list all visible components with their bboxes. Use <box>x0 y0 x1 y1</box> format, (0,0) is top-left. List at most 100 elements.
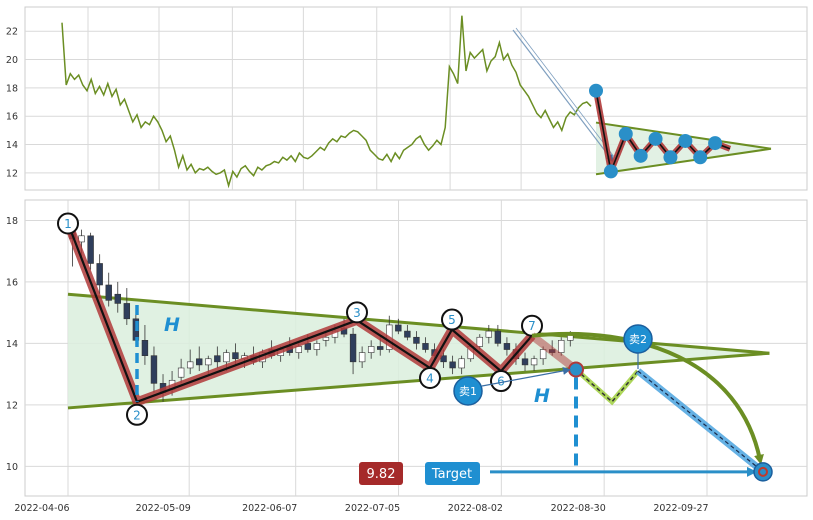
overview-pattern-point <box>633 148 648 163</box>
height-label-left: H <box>164 314 180 336</box>
sell2-circle <box>623 324 653 354</box>
sell1-circle <box>453 376 483 406</box>
candle-body <box>404 330 411 338</box>
detail-y-tick: 14 <box>6 339 18 350</box>
overview-pattern-point <box>648 131 663 146</box>
candle-body <box>476 336 483 347</box>
detail-y-tick: 10 <box>6 462 18 473</box>
candle-body <box>223 352 230 363</box>
detail-y-tick: 12 <box>6 400 18 411</box>
overview-y-tick: 14 <box>6 140 18 151</box>
target-label-text: Target <box>431 467 472 482</box>
detail-x-tick: 2022-05-09 <box>136 503 191 514</box>
overview-price-line <box>61 15 592 189</box>
candle-body <box>377 346 384 350</box>
projection-fade <box>529 332 579 373</box>
candle-body <box>349 333 357 363</box>
candle-body <box>539 349 547 360</box>
overview-y-tick: 20 <box>6 55 18 66</box>
target-point-ring <box>758 466 768 477</box>
overview-pattern-point <box>678 133 693 148</box>
detail-x-tick: 2022-07-05 <box>345 503 400 514</box>
pattern-point-circle <box>346 301 368 324</box>
target-label-badge: Target <box>425 462 480 485</box>
candle-body <box>322 336 330 341</box>
candle-body <box>141 340 149 356</box>
triangle-upper-line <box>67 292 770 355</box>
candle-body <box>186 361 194 369</box>
candle-body <box>196 358 203 366</box>
sell2-label: 卖2 <box>629 333 647 346</box>
candle-body <box>458 358 465 369</box>
overview-y-tick: 16 <box>6 112 18 123</box>
overview-grid <box>25 7 807 190</box>
candle-body <box>87 235 94 264</box>
pattern-point-circle <box>57 212 79 235</box>
candle-body <box>530 358 538 366</box>
overview-pattern-point <box>693 150 708 165</box>
candle-body <box>413 336 420 344</box>
overview-pattern-point <box>603 164 618 179</box>
height-label-right: H <box>534 385 550 407</box>
overview-y-tick: 12 <box>6 168 18 179</box>
candle-body <box>177 367 185 378</box>
overview-zoom-arrow <box>512 29 614 163</box>
pattern-point-circle <box>419 366 441 389</box>
candle-body <box>313 343 321 350</box>
triangle-pattern <box>67 292 770 410</box>
candle-body <box>358 352 366 363</box>
sell1-point <box>568 361 584 378</box>
sell1-arrow <box>481 366 571 387</box>
candle-body <box>232 352 239 360</box>
detail-x-tick: 2022-06-07 <box>242 503 297 514</box>
target-price-badge: 9.82 <box>359 462 403 485</box>
detail-x-tick: 2022-08-02 <box>448 503 503 514</box>
detail-y-tick: 16 <box>6 277 18 288</box>
pattern-point-label: 4 <box>426 371 434 385</box>
overview-pattern-point <box>663 150 678 165</box>
sell2-marker: 卖2 <box>623 324 653 354</box>
target-point <box>753 462 773 482</box>
overview-panel: 12 14 16 18 20 22 <box>6 6 808 191</box>
overview-pattern-line <box>595 90 731 175</box>
projection-zig <box>575 368 639 403</box>
overview-pattern-point <box>589 83 603 98</box>
pattern-point-label: 2 <box>133 408 141 422</box>
overview-pattern-point <box>708 136 723 151</box>
triangle-fill <box>68 294 770 408</box>
sell1-marker: 卖1 <box>453 376 483 406</box>
overview-y-tick: 22 <box>6 27 18 38</box>
candle-body <box>123 303 131 320</box>
candle-body <box>395 324 402 332</box>
triangle-lower-line <box>67 351 770 410</box>
detail-y-tick: 18 <box>6 216 18 227</box>
pattern-point-label: 5 <box>448 313 456 327</box>
projection <box>481 331 773 482</box>
projection-target-line <box>637 370 758 468</box>
overview-series <box>61 15 772 189</box>
candle-body <box>304 343 312 350</box>
pattern-point-label: 3 <box>353 306 361 320</box>
overview-triangle-lower <box>595 147 772 176</box>
overview-pattern-point <box>618 126 633 141</box>
detail-y-axis: 10 12 14 16 18 <box>6 216 18 473</box>
detail-x-axis: 2022-04-06 2022-05-09 2022-06-07 2022-07-05… <box>14 503 708 514</box>
candle-body <box>96 263 103 286</box>
sell1-label: 卖1 <box>459 385 477 398</box>
wave-pattern: 1 2 3 4 5 6 7 <box>57 212 543 426</box>
candle-body <box>521 358 529 366</box>
candle-body <box>558 340 565 353</box>
candle-body <box>440 355 447 363</box>
detail-x-tick: 2022-08-30 <box>551 503 606 514</box>
candle-body <box>105 284 112 301</box>
candle-body <box>150 355 158 384</box>
pattern-point-circle <box>441 308 463 331</box>
candle-body <box>449 361 456 369</box>
target-price-box <box>359 462 403 485</box>
forecast-curve-arrow <box>531 331 764 465</box>
overview-y-axis: 12 14 16 18 20 22 <box>6 27 18 180</box>
pattern-point-label: 1 <box>64 217 72 231</box>
annotations: H H 卖1 卖2 9.82 Target <box>164 314 653 485</box>
